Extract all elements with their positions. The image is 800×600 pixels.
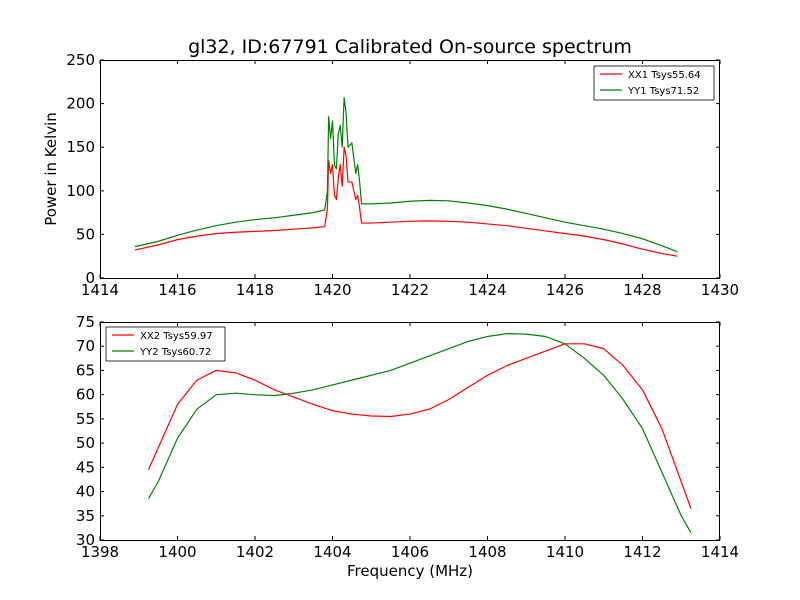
bottom-series-line-yy (147, 333, 692, 534)
bottom-legend-label-yy2: YY2 Tsys60.72 (139, 347, 211, 358)
bottom-x-tick-label: 1414 (701, 543, 739, 561)
top-legend-box (593, 65, 715, 101)
bottom-y-tick-label: 60 (76, 386, 95, 404)
bottom-x-tick-label: 1400 (158, 543, 196, 561)
bottom-x-tick-label: 1406 (391, 543, 429, 561)
bottom-y-tick-label: 75 (76, 313, 95, 331)
top-x-tick-label: 1422 (391, 281, 429, 299)
bottom-y-tick-label: 45 (76, 458, 95, 476)
bottom-y-tick-label: 40 (76, 483, 95, 501)
top-x-tick-label: 1418 (236, 281, 274, 299)
bottom-series-line-xx (147, 343, 692, 509)
bottom-axis-ticks: 1398 1400 1402 1404 1406 1408 1410 1412 1414 30 35… (76, 313, 739, 561)
top-y-axis-label: Power in Kelvin (42, 112, 60, 226)
bottom-y-tick-label: 30 (76, 531, 95, 549)
top-x-tick-label: 1414 (81, 281, 119, 299)
top-series-line-yy (134, 96, 678, 253)
bottom-y-tick-label: 65 (76, 361, 95, 379)
top-x-tick-label: 1426 (546, 281, 584, 299)
top-x-tick-label: 1424 (468, 281, 506, 299)
top-x-tick-label: 1416 (158, 281, 196, 299)
top-y-tick-label: 100 (66, 182, 95, 200)
top-series-lines (134, 96, 678, 257)
bottom-x-tick-label: 1410 (546, 543, 584, 561)
top-axis-ticks: 1414 1416 1418 1420 1422 1424 1426 1428 1430 0 50 1… (66, 51, 739, 299)
top-legend-label-yy1: YY1 Tsys71.52 (627, 86, 699, 97)
bottom-y-tick-label: 50 (76, 434, 95, 452)
top-x-tick-label: 1420 (313, 281, 351, 299)
top-x-tick-label: 1428 (623, 281, 661, 299)
bottom-x-tick-label: 1412 (623, 543, 661, 561)
bottom-y-tick-label: 35 (76, 507, 95, 525)
bottom-y-tick-label: 70 (76, 337, 95, 355)
bottom-x-tick-label: 1404 (313, 543, 351, 561)
bottom-legend-label-xx2: XX2 Tsys59.97 (140, 331, 213, 342)
top-series-line-xx (134, 146, 678, 257)
bottom-legend-box (105, 326, 226, 362)
top-y-tick-label: 150 (66, 138, 95, 156)
top-y-tick-label: 0 (85, 269, 95, 287)
top-legend: XX1 Tsys55.64 YY1 Tsys71.52 (593, 65, 715, 101)
top-y-tick-label: 200 (66, 95, 95, 113)
bottom-x-tick-label: 1402 (236, 543, 274, 561)
bottom-x-tick-label: 1408 (468, 543, 506, 561)
bottom-x-axis-label: Frequency (MHz) (347, 562, 473, 580)
bottom-series-lines (147, 333, 692, 534)
bottom-panel: Frequency (MHz) 1398 1400 1402 1404 1406 1408… (76, 313, 739, 580)
top-panel: Power in Kelvin 1414 1416 1418 1420 1422 1424… (42, 51, 739, 299)
chart-title: gl32, ID:67791 Calibrated On-source spec… (188, 36, 632, 58)
top-y-tick-label: 50 (76, 225, 95, 243)
bottom-y-tick-label: 55 (76, 410, 95, 428)
bottom-legend: XX2 Tsys59.97 YY2 Tsys60.72 (105, 326, 226, 362)
top-x-tick-label: 1430 (701, 281, 739, 299)
top-y-tick-label: 250 (66, 51, 95, 69)
bottom-x-tick-label: 1398 (81, 543, 119, 561)
top-legend-label-xx1: XX1 Tsys55.64 (628, 70, 701, 81)
